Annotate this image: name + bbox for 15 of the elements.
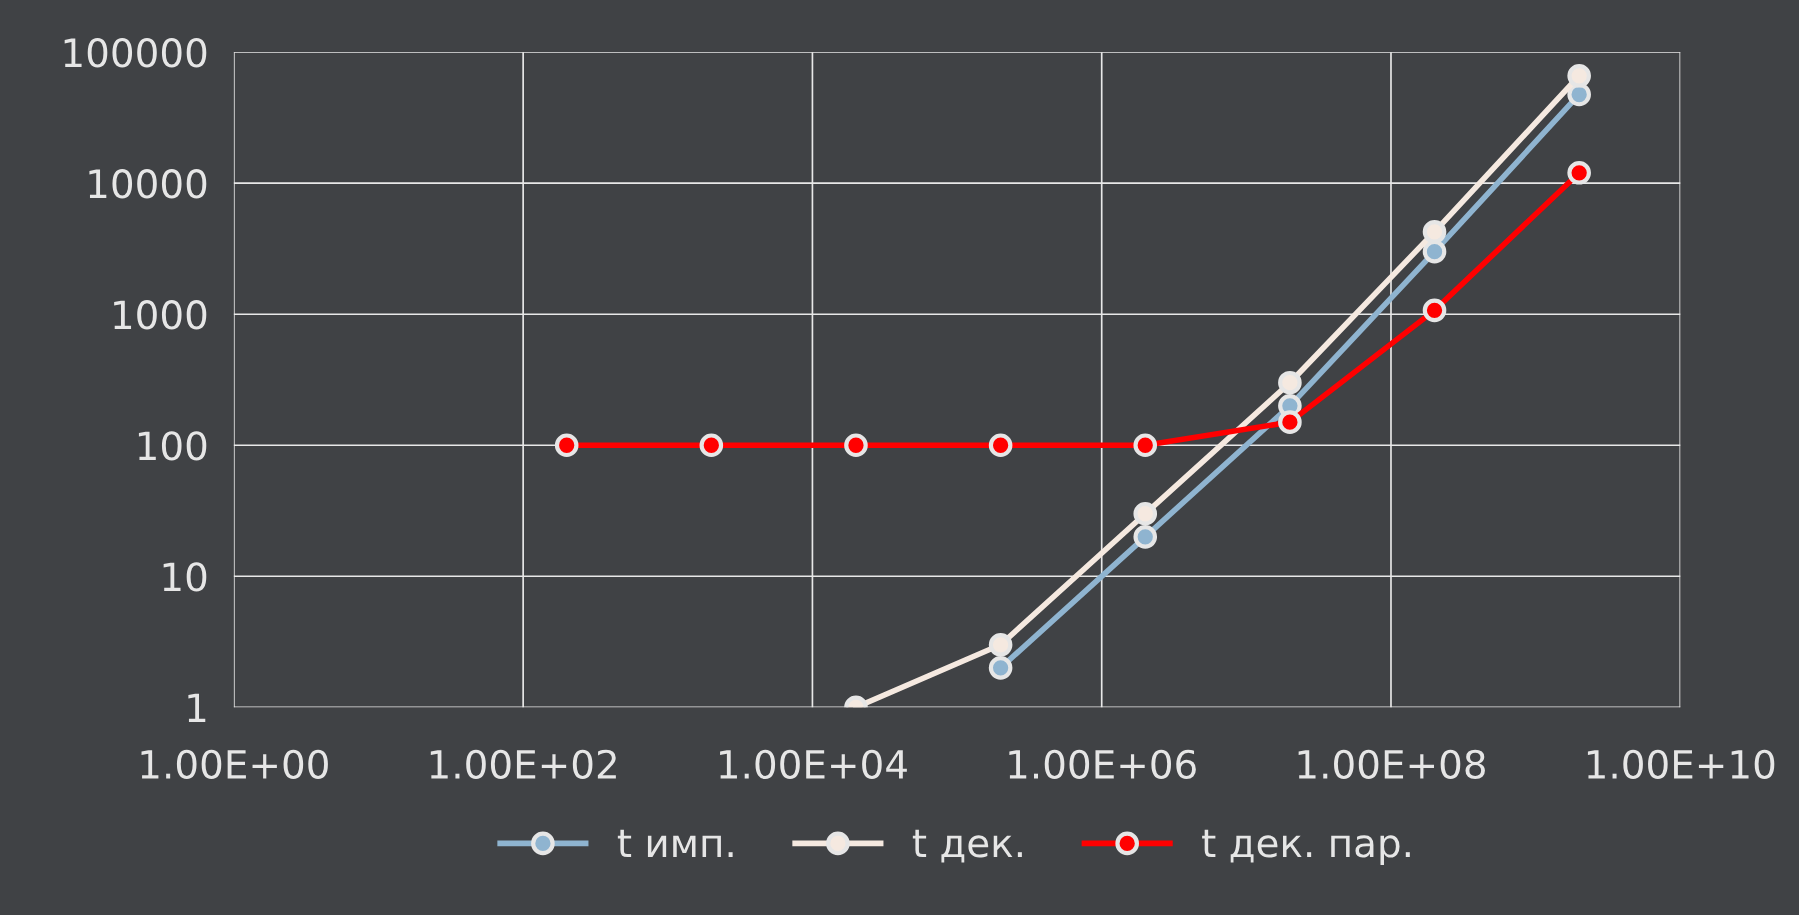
y-tick-label: 10000	[89, 169, 207, 199]
x-tick-label: 1.00E+10	[1587, 749, 1775, 780]
x-tick-label: 1.00E+00	[141, 749, 328, 780]
x-tick-label: 1.00E+04	[720, 749, 907, 780]
legend-label: t дек.	[912, 829, 1022, 863]
y-tick-label: 100	[138, 431, 207, 461]
legend-label: t дек. пар.	[1202, 829, 1410, 866]
y-tick-label: 100000	[64, 38, 207, 68]
y-tick-label: 1	[188, 693, 206, 723]
y-tick-label: 1000	[114, 300, 207, 330]
x-tick-label: 1.00E+08	[1298, 749, 1485, 780]
legend-label: t имп.	[617, 829, 733, 858]
y-tick-label: 10	[163, 562, 207, 592]
x-tick-label: 1.00E+02	[430, 749, 616, 780]
x-tick-label: 1.00E+06	[1009, 749, 1196, 780]
